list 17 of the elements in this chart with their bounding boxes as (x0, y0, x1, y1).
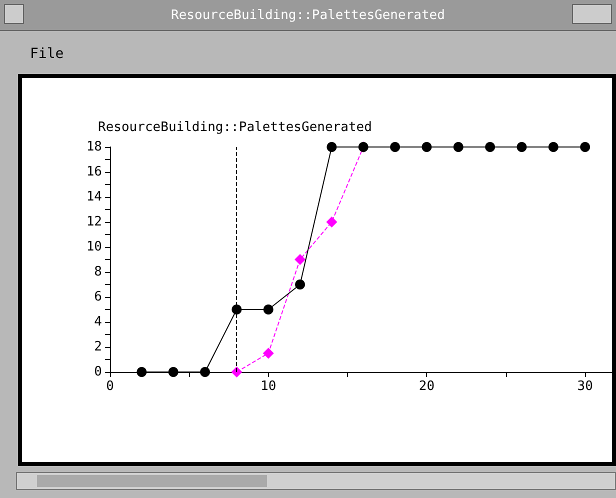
x-tick-label: 30 (577, 379, 593, 394)
y-tick-label: 6 (94, 290, 102, 304)
x-tick-label: 0 (106, 379, 114, 394)
y-tick-label: 2 (94, 340, 102, 354)
x-tick-label: 20 (418, 379, 435, 394)
y-tick-label: 10 (86, 240, 102, 254)
chart-title: ResourceBuilding::PalettesGenerated (171, 8, 445, 23)
chart-title: ResourceBuilding::PalettesGenerated (98, 120, 372, 135)
y-tick-label: 18 (86, 140, 102, 154)
y-tick-label: 4 (94, 314, 102, 330)
y-tick-label: 0 (94, 364, 102, 380)
x-tick-label: 10 (260, 379, 276, 394)
y-tick-label: 12 (86, 214, 102, 230)
text: File (30, 46, 64, 62)
y-tick-label: 16 (86, 164, 102, 180)
y-tick-label: 8 (94, 264, 102, 280)
y-tick-label: 14 (86, 190, 102, 204)
